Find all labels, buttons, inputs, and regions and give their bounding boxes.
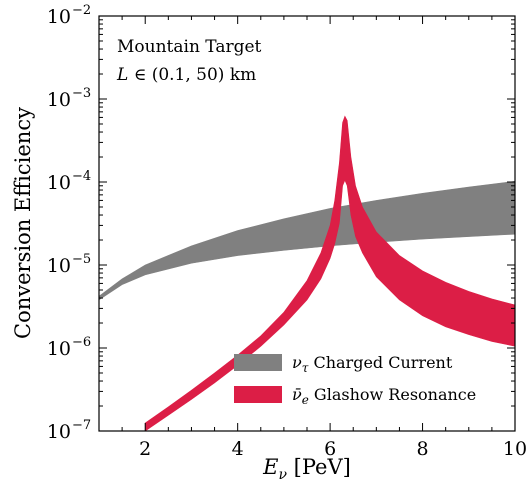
x-tick-label: 8 [417,438,429,460]
legend-swatch-gr [234,386,282,403]
y-tick-exponent: −5 [72,252,91,267]
y-tick-label: 10 [47,338,71,360]
x-tick-label: 6 [324,438,336,460]
series-band-0 [99,180,515,301]
y-tick-exponent: −2 [72,3,91,18]
y-tick-exponent: −6 [72,335,91,350]
bands-layer [99,115,515,431]
legend-swatch-cc [234,354,282,371]
y-tick-label: 10 [47,255,71,277]
annotation-line-2-rest: ∈ (0.1, 50) km [128,65,256,85]
y-tick-labels: 10−710−610−510−410−310−2 [47,3,91,443]
x-axis-title-sub: ν [278,467,287,483]
legend-label-cc: ντ Charged Current [292,353,453,375]
x-tick-labels: 2 4 6 8 10 [139,438,527,460]
x-axis-title-rest: [PeV] [287,455,351,479]
annotation-line-1: Mountain Target [117,37,262,57]
y-tick-exponent: −3 [72,86,91,101]
y-tick-label: 10 [47,421,71,443]
y-axis-title: Conversion Efficiency [11,107,35,339]
legend: ντ Charged Current ν̄e Glashow Resonance [234,353,476,407]
y-tick-label: 10 [47,6,71,28]
x-axis-title-main: E [262,455,278,479]
x-tick-label: 4 [232,438,244,460]
x-axis-title: Eν [PeV] [262,455,351,483]
x-tick-label: 10 [503,438,527,460]
y-tick-exponent: −4 [72,169,91,184]
x-tick-label: 2 [139,438,151,460]
plot-frame [98,15,516,432]
series-band-1 [144,115,515,431]
ticks-layer [98,15,516,432]
legend-label-gr: ν̄e Glashow Resonance [292,385,476,407]
annotation-line-2: L ∈ (0.1, 50) km [116,65,256,85]
y-tick-label: 10 [47,89,71,111]
annotation-line-2-var: L [116,65,128,85]
y-tick-exponent: −7 [72,418,91,433]
y-tick-label: 10 [47,172,71,194]
